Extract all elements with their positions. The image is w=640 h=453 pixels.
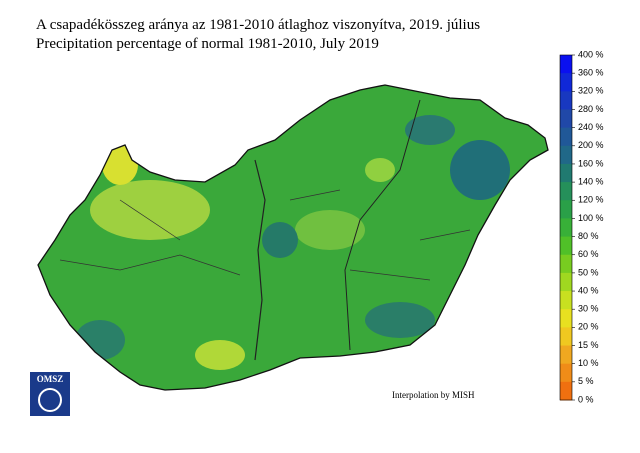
legend-label: 10 % <box>578 358 599 368</box>
color-segment <box>560 272 572 292</box>
colorbar-frame <box>559 54 573 401</box>
color-segment <box>560 327 572 347</box>
legend-label: 400 % <box>578 49 604 59</box>
legend-label: 30 % <box>578 304 599 314</box>
legend-label: 360 % <box>578 68 604 78</box>
dry-area <box>195 340 245 370</box>
map <box>38 85 548 390</box>
color-segment <box>560 73 572 92</box>
river <box>254 159 266 361</box>
color-segment <box>560 91 572 110</box>
legend-label: 0 % <box>578 394 594 404</box>
color-segment <box>560 127 572 147</box>
title-hu: A csapadékösszeg aránya az 1981-2010 átl… <box>36 17 480 33</box>
legend-label: 320 % <box>578 86 604 96</box>
legend-label: 240 % <box>578 122 604 132</box>
legend-label: 120 % <box>578 195 604 205</box>
wet-area <box>365 302 435 338</box>
color-segment <box>560 200 572 219</box>
legend-label: 15 % <box>578 340 599 350</box>
legend-label: 100 % <box>578 213 604 223</box>
country-border <box>37 84 549 391</box>
dry-area <box>90 180 210 240</box>
legend-label: 160 % <box>578 158 604 168</box>
wet-area <box>262 222 298 258</box>
legend-label: 50 % <box>578 267 599 277</box>
legend-label: 60 % <box>578 249 599 259</box>
title-en: Precipitation percentage of normal 1981-… <box>36 36 379 52</box>
logo-box <box>30 372 70 416</box>
logo: OMSZ <box>30 372 70 416</box>
legend-label: 140 % <box>578 176 604 186</box>
color-segment <box>560 309 572 328</box>
legend-label: 40 % <box>578 285 599 295</box>
legend-label: 80 % <box>578 231 599 241</box>
legend-label: 5 % <box>578 376 594 386</box>
wet-area <box>75 320 125 360</box>
wet-area <box>405 115 455 145</box>
dry-area <box>365 158 395 182</box>
color-segment <box>560 182 572 201</box>
color-segment <box>560 381 572 401</box>
county-border <box>59 189 471 281</box>
legend-label: 280 % <box>578 104 604 114</box>
color-segment <box>560 236 572 256</box>
color-segment <box>560 254 572 274</box>
color-legend: 400 % 360 % 320 % 280 % 240 % 200 % 160 % 140 %… <box>559 49 604 404</box>
legend-label: 200 % <box>578 140 604 150</box>
color-segment <box>560 163 572 183</box>
credit: Interpolation by MISH <box>392 390 475 400</box>
legend-label: 20 % <box>578 322 599 332</box>
dry-area <box>295 210 365 250</box>
color-segment <box>560 55 572 74</box>
river <box>344 99 421 351</box>
color-segment <box>560 291 572 310</box>
dry-area <box>102 145 138 185</box>
color-segment <box>560 109 572 129</box>
logo-text: OMSZ <box>37 374 64 384</box>
color-segment <box>560 345 572 365</box>
color-segment <box>560 145 572 165</box>
wet-area <box>450 140 510 200</box>
logo-emblem <box>38 388 62 412</box>
color-segment <box>560 363 572 383</box>
color-segment <box>560 218 572 238</box>
